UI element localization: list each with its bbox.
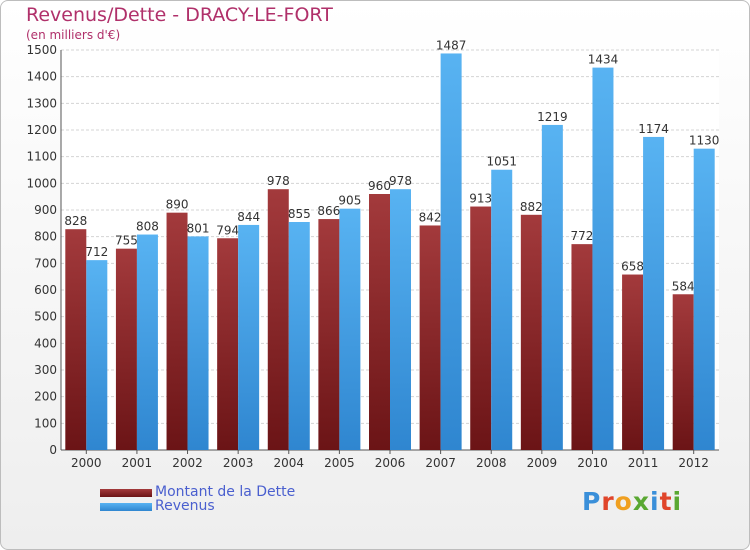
value-label-debt: 658 [621, 260, 644, 274]
value-label-revenue: 1174 [638, 122, 669, 136]
value-label-revenue: 978 [389, 174, 412, 188]
value-label-debt: 842 [419, 210, 442, 224]
bar-debt [622, 274, 644, 450]
x-tick-label: 2010 [577, 456, 608, 470]
bar-debt [65, 229, 87, 450]
bar-revenue [288, 222, 310, 450]
value-label-debt: 960 [368, 179, 391, 193]
logo-letter: i [672, 487, 683, 516]
x-tick-label: 2008 [476, 456, 507, 470]
x-tick-label: 2002 [172, 456, 203, 470]
y-tick-label: 100 [34, 416, 57, 430]
chart-subtitle: (en milliers d'€) [26, 28, 121, 42]
y-tick-label: 500 [34, 310, 57, 324]
y-tick-label: 1200 [26, 123, 57, 137]
bar-debt [267, 189, 289, 450]
value-label-revenue: 1487 [436, 38, 467, 52]
value-label-debt: 755 [115, 234, 138, 248]
value-label-revenue: 1219 [537, 110, 568, 124]
value-label-debt: 978 [267, 174, 290, 188]
value-label-debt: 890 [166, 198, 189, 212]
y-tick-label: 600 [34, 283, 57, 297]
bar-debt [419, 225, 441, 450]
y-tick-label: 1400 [26, 70, 57, 84]
x-tick-label: 2006 [375, 456, 406, 470]
value-label-debt: 828 [64, 214, 87, 228]
legend-swatch-revenue [100, 503, 152, 511]
legend-label-revenue: Revenus [155, 498, 215, 514]
value-label-debt: 882 [520, 200, 543, 214]
bar-revenue [440, 53, 462, 450]
y-tick-label: 400 [34, 336, 57, 350]
bar-revenue [491, 169, 513, 450]
bar-debt [318, 219, 340, 450]
proxiti-logo: Proxiti [582, 487, 682, 516]
x-tick-label: 2007 [425, 456, 456, 470]
logo-letter: o [614, 487, 633, 516]
y-tick-label: 900 [34, 203, 57, 217]
logo-letter: r [601, 487, 615, 516]
value-label-revenue: 905 [338, 194, 361, 208]
logo-letter: t [659, 487, 673, 516]
legend-swatch-debt [100, 489, 152, 497]
value-label-revenue: 1051 [486, 155, 517, 169]
logo-letter: x [632, 487, 650, 516]
value-label-revenue: 1434 [588, 53, 619, 67]
bar-revenue [390, 189, 411, 450]
bar-revenue [86, 260, 108, 450]
x-tick-label: 2005 [324, 456, 355, 470]
chart-title: Revenus/Dette - DRACY-LE-FORT [26, 4, 333, 26]
value-label-revenue: 801 [187, 221, 210, 235]
bar-revenue [541, 124, 563, 450]
bar-debt [672, 294, 694, 450]
bar-debt [115, 248, 137, 450]
value-label-debt: 772 [571, 229, 594, 243]
bar-debt [369, 194, 390, 450]
value-label-debt: 866 [317, 204, 340, 218]
value-label-debt: 794 [216, 223, 239, 237]
bar-revenue [643, 136, 665, 450]
bar-revenue [238, 224, 260, 450]
y-tick-label: 700 [34, 256, 57, 270]
x-tick-label: 2004 [273, 456, 304, 470]
y-tick-label: 1300 [26, 96, 57, 110]
y-tick-label: 1000 [26, 176, 57, 190]
x-tick-label: 2003 [223, 456, 254, 470]
value-label-revenue: 712 [85, 245, 108, 259]
x-tick-label: 2009 [527, 456, 558, 470]
value-label-debt: 584 [672, 279, 695, 293]
bar-revenue [693, 148, 715, 450]
bar-revenue [187, 236, 209, 450]
value-label-revenue: 844 [237, 210, 260, 224]
bar-revenue [136, 234, 158, 450]
y-tick-label: 800 [34, 230, 57, 244]
value-label-debt: 913 [469, 192, 492, 206]
x-tick-label: 2000 [71, 456, 102, 470]
value-label-revenue: 808 [136, 220, 159, 234]
legend-label-debt: Montant de la Dette [155, 484, 296, 500]
bar-debt [166, 212, 188, 450]
x-tick-label: 2012 [678, 456, 709, 470]
bar-debt [470, 206, 492, 450]
y-tick-label: 0 [49, 443, 57, 457]
value-label-revenue: 855 [288, 207, 311, 221]
bar-debt [217, 238, 239, 450]
y-tick-label: 1500 [26, 43, 57, 57]
bar-debt [520, 214, 542, 450]
x-tick-label: 2001 [122, 456, 153, 470]
logo-letter: i [650, 487, 660, 516]
bar-debt [571, 244, 593, 450]
bar-revenue [339, 208, 361, 450]
x-tick-label: 2011 [628, 456, 659, 470]
value-label-revenue: 1130 [689, 134, 720, 148]
logo-letter: P [582, 487, 602, 516]
bar-revenue [592, 67, 614, 450]
y-tick-label: 300 [34, 363, 57, 377]
y-tick-label: 1100 [26, 150, 57, 164]
y-tick-label: 200 [34, 390, 57, 404]
